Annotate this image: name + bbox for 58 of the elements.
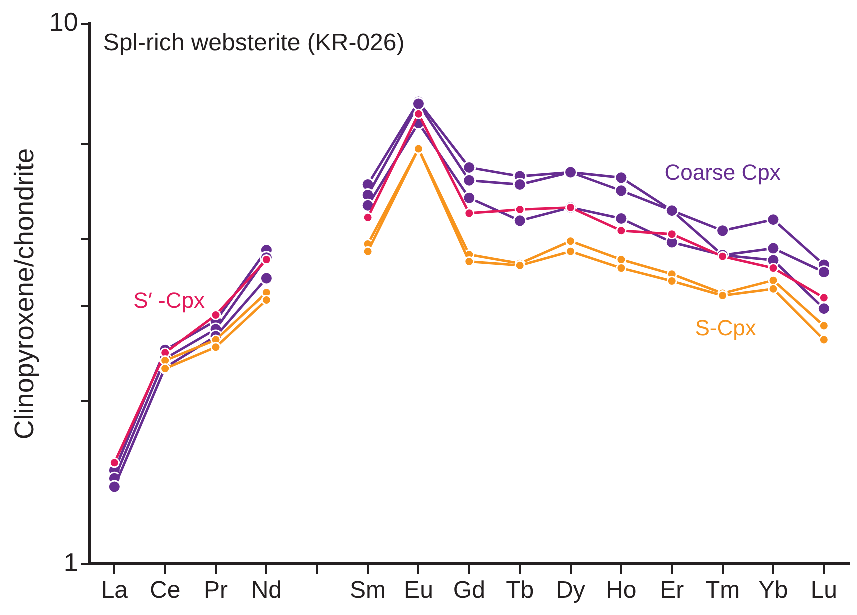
x-tick-label: Lu <box>810 577 838 604</box>
point <box>260 272 274 286</box>
series-label: Coarse Cpx <box>664 160 781 185</box>
x-tick-label: Tb <box>506 577 534 604</box>
x-tick-label: Yb <box>758 577 788 604</box>
x-tick-label: Tm <box>705 577 740 604</box>
point <box>616 226 627 236</box>
point <box>261 254 272 266</box>
point <box>614 171 628 185</box>
point <box>614 184 628 198</box>
point <box>160 364 171 374</box>
point <box>818 320 830 332</box>
point <box>766 213 780 227</box>
point <box>566 246 576 257</box>
point <box>210 342 222 353</box>
x-tick-label: Eu <box>404 577 434 604</box>
point <box>566 236 576 247</box>
point <box>716 224 730 238</box>
series-label: S-Cpx <box>695 316 756 341</box>
point <box>513 178 527 192</box>
chart-title: Spl-rich websterite (KR-026) <box>103 30 405 57</box>
y-tick-label: 10 <box>49 7 78 38</box>
point <box>766 242 780 256</box>
series-label: S′ -Cpx <box>134 288 206 314</box>
point <box>818 334 830 346</box>
x-tick-label: Sm <box>350 577 386 604</box>
y-axis-title: Clinopyroxene/chondrite <box>10 148 40 440</box>
x-tick-label: Er <box>660 577 684 604</box>
x-tick-label: Nd <box>251 577 282 604</box>
point <box>768 275 779 286</box>
point <box>362 212 374 223</box>
point <box>413 108 424 120</box>
x-tick-label: Dy <box>556 577 586 604</box>
point <box>817 266 831 280</box>
point <box>462 160 476 174</box>
point <box>362 246 374 257</box>
point <box>108 480 122 494</box>
x-tick-label: La <box>101 577 129 604</box>
x-tick-label: Ho <box>606 577 637 604</box>
point <box>109 458 120 468</box>
point <box>462 174 476 188</box>
point <box>513 214 527 228</box>
point <box>210 310 222 320</box>
point <box>464 208 475 219</box>
point <box>464 256 475 267</box>
point <box>462 191 476 205</box>
point <box>614 212 628 226</box>
point <box>665 204 679 218</box>
point <box>818 292 830 304</box>
y-tick-label: 1 <box>64 547 78 578</box>
point <box>666 229 678 240</box>
x-tick-label: Ce <box>150 577 181 604</box>
point <box>768 284 779 294</box>
x-tick-label: Pr <box>204 577 228 604</box>
point <box>718 251 728 262</box>
point <box>817 302 831 316</box>
point <box>261 295 272 306</box>
x-tick-label: Gd <box>453 577 486 604</box>
